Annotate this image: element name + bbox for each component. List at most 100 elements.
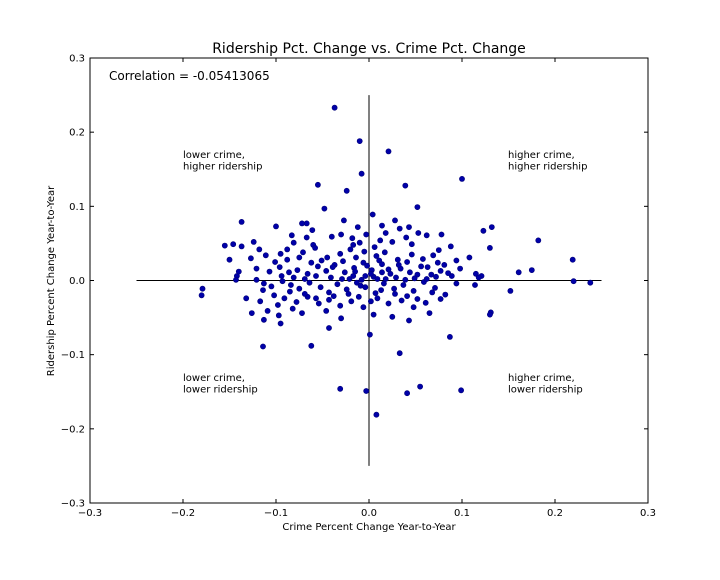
data-point: [256, 246, 263, 253]
data-point: [432, 284, 438, 291]
y-tick-label: 0.0: [69, 276, 85, 287]
data-point: [326, 289, 332, 296]
data-point: [287, 282, 294, 288]
data-point: [507, 287, 514, 294]
data-point: [308, 342, 315, 349]
data-point: [355, 293, 362, 300]
data-point: [308, 259, 315, 266]
data-point: [327, 274, 334, 281]
data-point: [326, 325, 332, 331]
data-point: [438, 231, 445, 238]
data-point: [313, 295, 319, 302]
data-point: [299, 220, 305, 227]
data-point: [301, 276, 308, 282]
data-point: [371, 244, 378, 250]
data-point: [340, 258, 346, 265]
y-axis-label: Ridership Percent Change Year-to-Year: [46, 185, 57, 376]
data-point: [374, 276, 381, 282]
data-point: [415, 230, 422, 236]
data-point: [301, 290, 308, 297]
data-point: [312, 244, 318, 251]
data-point: [404, 390, 410, 397]
data-point: [382, 276, 389, 282]
data-point: [385, 148, 392, 155]
data-point: [290, 239, 297, 246]
data-point: [226, 256, 233, 263]
data-point: [314, 181, 321, 188]
data-point: [340, 217, 347, 224]
data-point: [354, 224, 361, 230]
x-tick-label: 0.2: [547, 508, 563, 519]
data-point: [348, 298, 355, 305]
data-point: [260, 316, 267, 323]
data-point: [403, 234, 410, 241]
data-point: [381, 249, 388, 256]
data-point: [356, 138, 363, 144]
data-point: [273, 223, 279, 230]
data-point: [458, 387, 464, 394]
data-point: [408, 241, 415, 248]
data-point: [570, 278, 577, 285]
data-point: [352, 268, 358, 275]
quadrant-label-top-right: higher crime, higher ridership: [508, 150, 587, 173]
data-point: [445, 270, 451, 276]
data-point: [341, 269, 348, 276]
data-point: [257, 298, 264, 305]
data-point: [278, 273, 285, 279]
data-point: [488, 224, 495, 230]
data-point: [370, 311, 377, 318]
data-point: [339, 276, 345, 282]
data-point: [264, 307, 271, 314]
data-point: [419, 256, 426, 262]
data-point: [369, 211, 376, 218]
y-tick-label: −0.2: [61, 424, 85, 435]
data-point: [396, 350, 403, 357]
data-point: [304, 270, 311, 277]
data-point: [347, 246, 354, 253]
data-point: [286, 288, 293, 295]
data-point: [296, 254, 303, 261]
data-point: [317, 284, 324, 291]
data-point: [338, 315, 344, 322]
data-point: [422, 299, 429, 306]
data-point: [290, 274, 297, 281]
data-point: [373, 253, 380, 259]
data-point: [372, 290, 379, 296]
data-point: [260, 343, 266, 350]
quadrant-label-bottom-right: higher crime, lower ridership: [508, 373, 583, 396]
data-point: [277, 250, 284, 257]
data-point: [453, 280, 460, 287]
data-point: [314, 263, 321, 270]
data-point: [426, 310, 433, 316]
data-point: [389, 238, 396, 245]
data-point: [230, 241, 237, 248]
data-point: [334, 281, 341, 288]
data-point: [356, 239, 363, 246]
data-point: [260, 280, 267, 287]
data-point: [286, 269, 292, 276]
data-point: [199, 285, 206, 292]
data-point: [303, 234, 310, 241]
data-point: [253, 276, 260, 283]
x-tick-label: −0.2: [171, 508, 195, 519]
data-point: [411, 275, 418, 282]
data-point: [406, 317, 412, 324]
data-point: [442, 291, 449, 298]
data-point: [238, 243, 245, 250]
data-point: [410, 287, 417, 294]
data-point: [385, 266, 392, 273]
data-point: [587, 279, 594, 286]
data-point: [395, 261, 402, 268]
data-point: [276, 264, 283, 270]
data-point: [437, 267, 444, 274]
data-point: [337, 250, 344, 257]
data-point: [363, 231, 370, 238]
x-tick-label: −0.1: [264, 508, 288, 519]
data-point: [364, 262, 370, 269]
data-point: [293, 299, 300, 305]
data-point: [423, 276, 430, 282]
x-tick-label: 0.1: [454, 508, 470, 519]
data-points: [198, 104, 594, 418]
reference-lines: [136, 95, 602, 466]
